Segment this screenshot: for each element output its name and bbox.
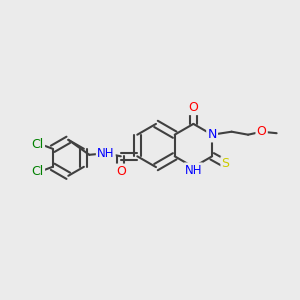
Text: O: O [188, 101, 198, 114]
Text: NH: NH [185, 164, 202, 177]
Text: S: S [222, 157, 230, 170]
Text: Cl: Cl [32, 165, 44, 178]
Text: NH: NH [97, 147, 115, 160]
Text: N: N [207, 128, 217, 141]
Text: O: O [257, 125, 267, 138]
Text: O: O [116, 165, 126, 178]
Text: Cl: Cl [32, 138, 44, 151]
